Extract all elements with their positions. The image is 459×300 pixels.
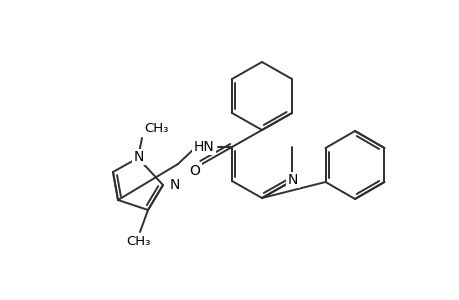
Text: N: N [170, 178, 180, 192]
Text: HN: HN [193, 140, 214, 154]
Text: N: N [287, 173, 297, 187]
Text: N: N [134, 150, 144, 164]
Text: O: O [189, 164, 200, 178]
Text: CH₃: CH₃ [126, 236, 150, 248]
Text: CH₃: CH₃ [144, 122, 168, 134]
